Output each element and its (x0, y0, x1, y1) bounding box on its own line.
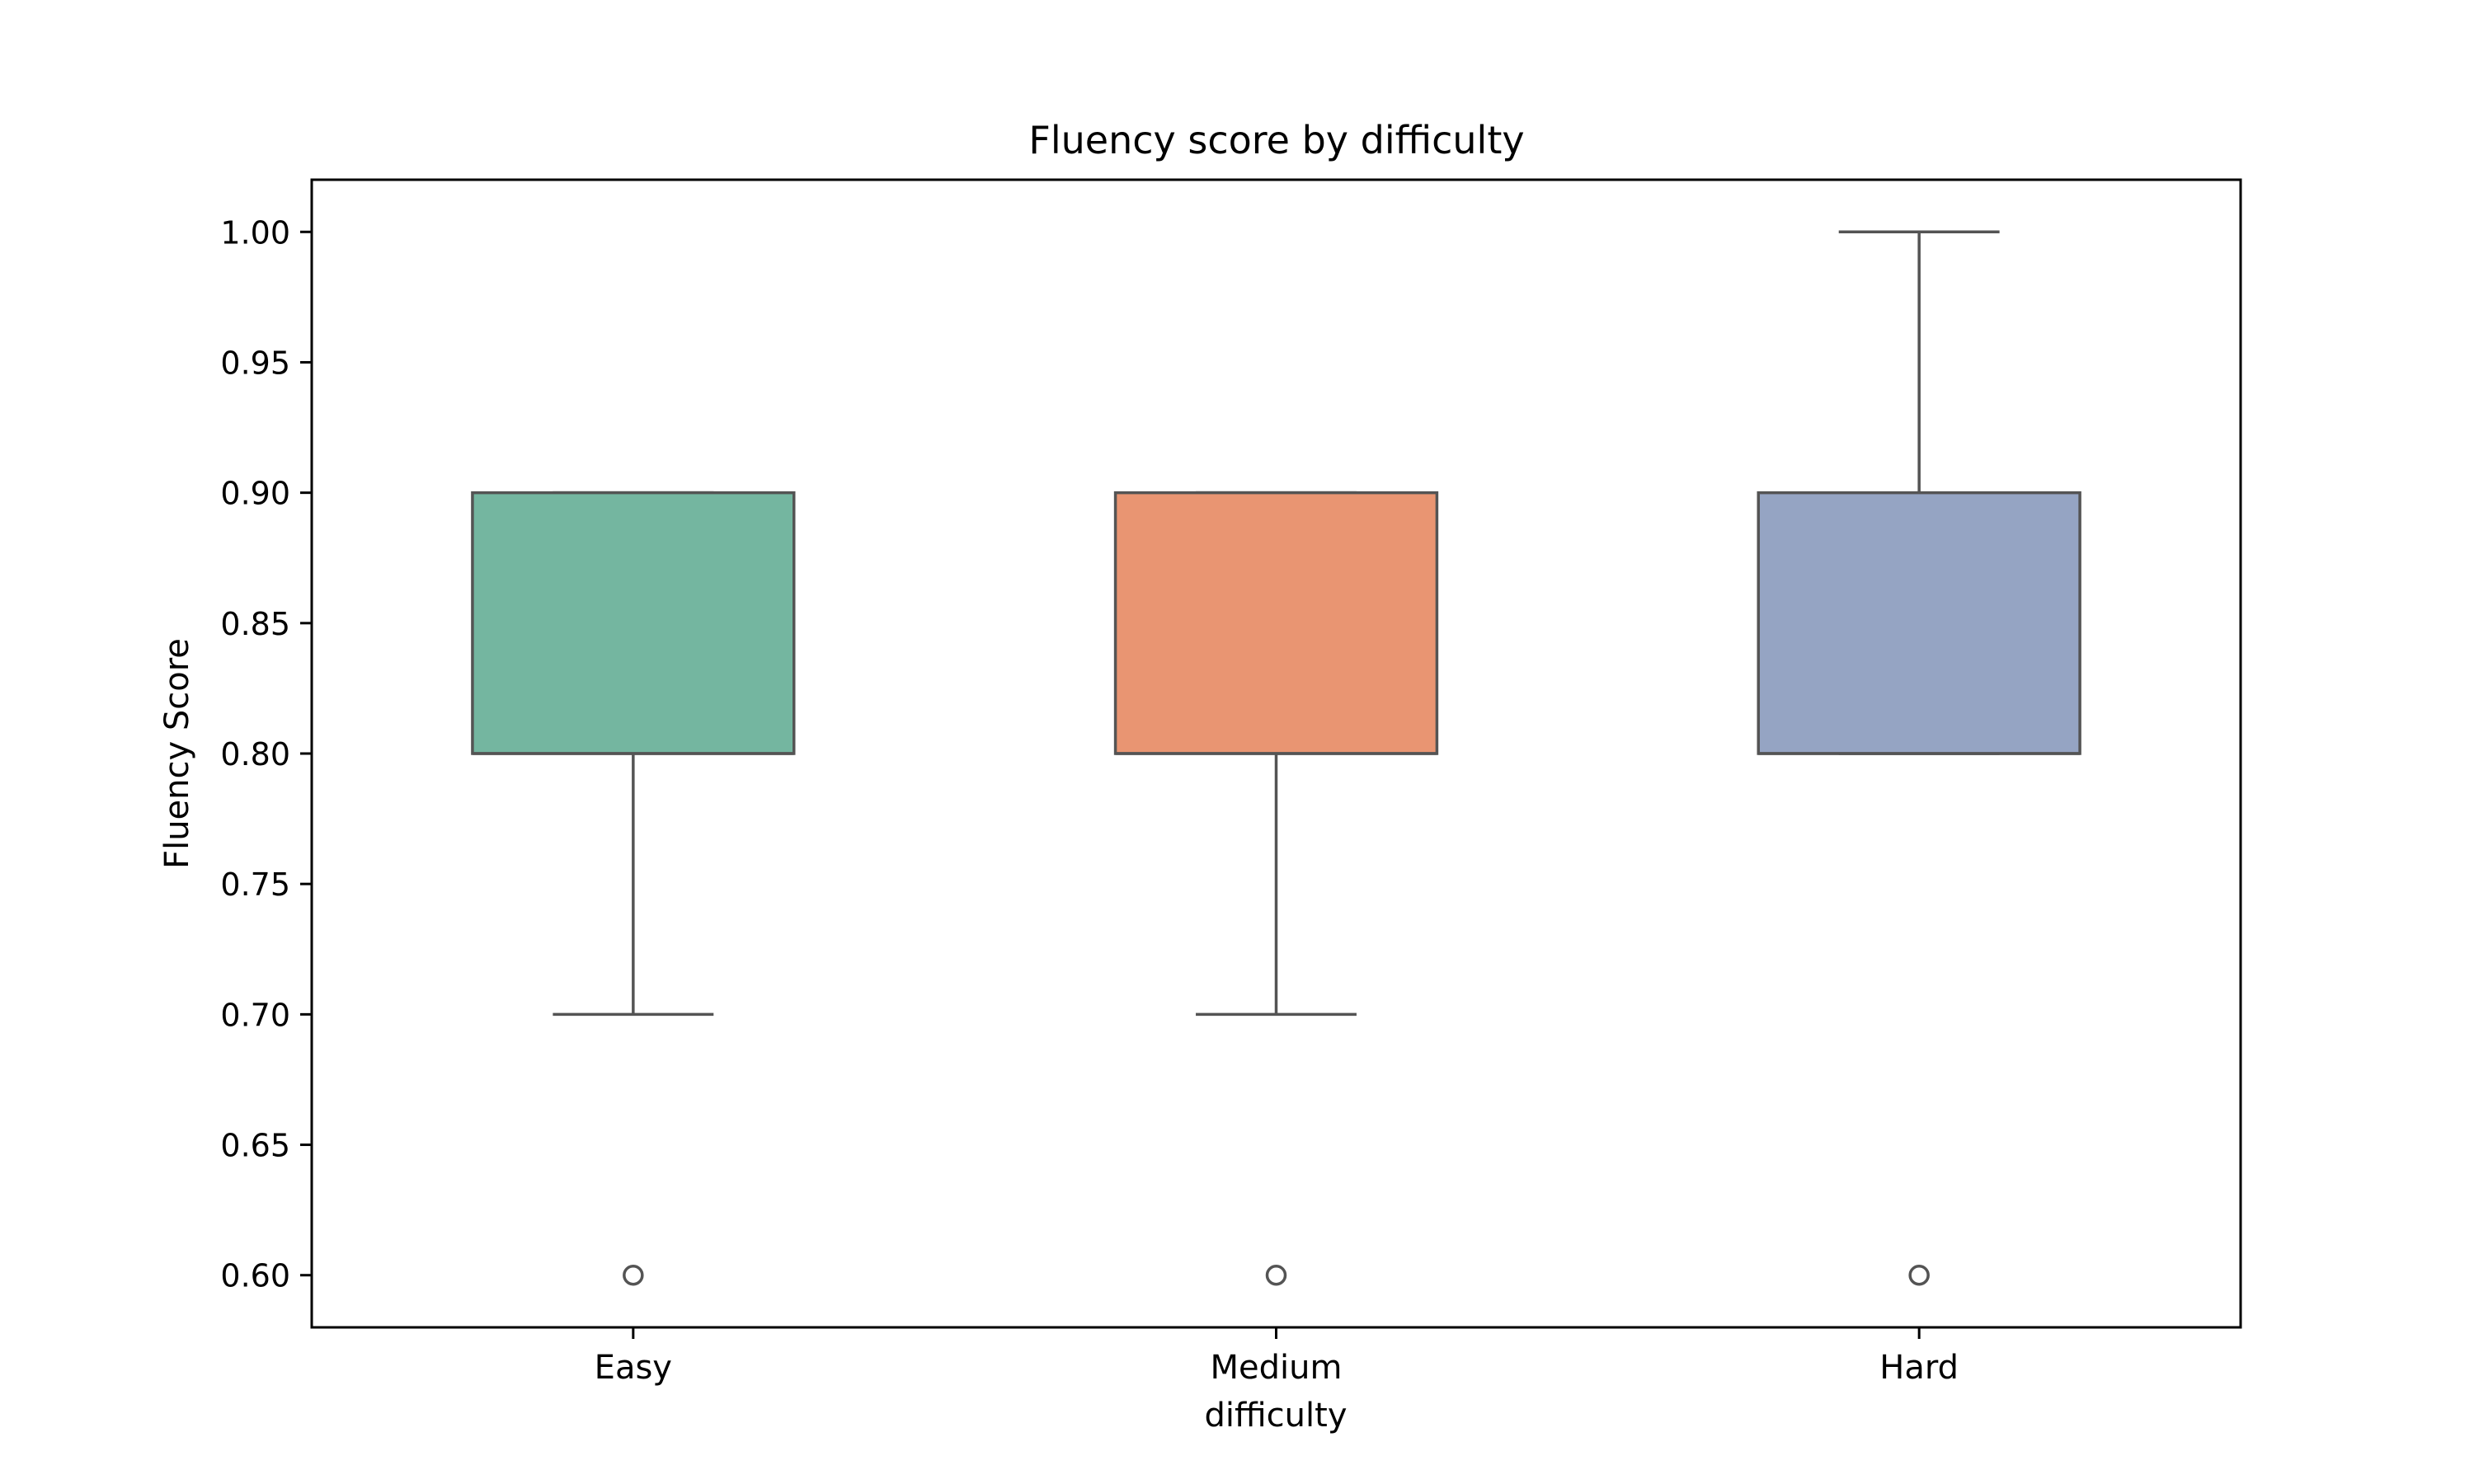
iqr-box (471, 491, 796, 755)
iqr-box (1757, 491, 2081, 755)
y-tick-label: 0.90 (220, 476, 290, 512)
y-axis: 0.60 0.65 0.70 0.75 0.80 0.85 0.90 0.95 1.00 (220, 214, 312, 1294)
y-tick-label: 0.65 (220, 1128, 290, 1164)
chart-title: Fluency score by difficulty (1028, 118, 1524, 162)
outlier-point (1908, 1264, 1930, 1286)
y-tick-label: 1.00 (220, 214, 290, 251)
x-axis-label: difficulty (1205, 1397, 1348, 1435)
x-tick-label: Easy (595, 1349, 672, 1387)
y-tick-label: 0.95 (220, 345, 290, 381)
box-hard (1757, 230, 2081, 1286)
iqr-box (1113, 491, 1439, 755)
box-easy (471, 491, 796, 1286)
y-tick-label: 0.60 (220, 1258, 290, 1294)
y-tick-label: 0.80 (220, 736, 290, 773)
outlier-point (1265, 1264, 1287, 1286)
y-tick-label: 0.75 (220, 866, 290, 903)
outlier-point (623, 1264, 644, 1286)
x-axis: Easy Medium Hard (595, 1327, 1959, 1387)
y-tick-label: 0.85 (220, 606, 290, 642)
y-tick-label: 0.70 (220, 997, 290, 1033)
x-tick-label: Medium (1211, 1349, 1343, 1387)
x-tick-label: Hard (1879, 1349, 1959, 1387)
box-medium (1113, 491, 1439, 1286)
y-axis-label: Fluency Score (158, 638, 196, 869)
box-series (471, 230, 2081, 1286)
